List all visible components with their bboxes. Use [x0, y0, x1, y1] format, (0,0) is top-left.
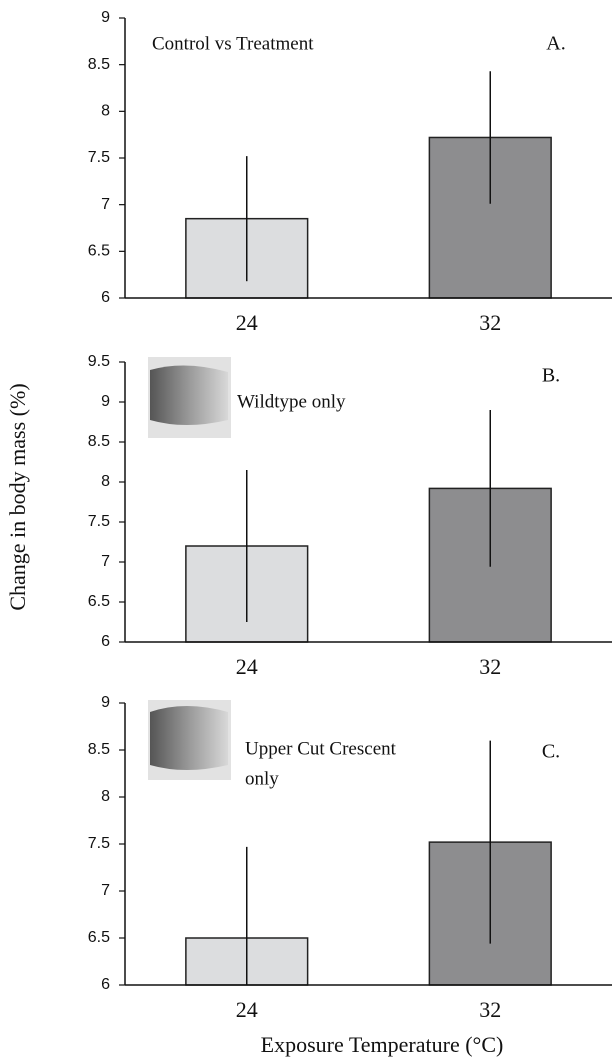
x-tick-label: 32	[479, 997, 501, 1022]
y-tick-label: 8	[101, 788, 110, 805]
figure: Change in body mass (%) Exposure Tempera…	[0, 0, 612, 1064]
x-tick-label: 32	[479, 310, 501, 335]
y-tick-label: 6	[101, 289, 110, 306]
fin-image	[148, 700, 231, 780]
y-tick-label: 7.5	[88, 149, 110, 166]
y-tick-label: 9.5	[88, 353, 110, 370]
panel-label: A.	[546, 33, 565, 55]
y-tick-label: 9	[101, 393, 110, 410]
y-tick-label: 9	[101, 9, 110, 26]
y-tick-label: 6	[101, 976, 110, 993]
y-tick-label: 8	[101, 103, 110, 120]
annotation: only	[245, 768, 279, 789]
y-tick-label: 8.5	[88, 741, 110, 758]
x-tick-label: 24	[236, 997, 258, 1022]
y-tick-label: 7	[101, 553, 110, 570]
y-tick-label: 7.5	[88, 513, 110, 530]
y-tick-label: 8.5	[88, 433, 110, 450]
y-tick-label: 7	[101, 196, 110, 213]
y-tick-label: 6.5	[88, 243, 110, 260]
panel-label: C.	[542, 741, 560, 763]
x-tick-label: 24	[236, 310, 258, 335]
x-tick-label: 24	[236, 654, 258, 679]
annotation: Upper Cut Crescent	[245, 738, 397, 759]
y-tick-label: 6.5	[88, 593, 110, 610]
y-tick-label: 7	[101, 882, 110, 899]
annotation: Control vs Treatment	[152, 33, 314, 54]
y-tick-label: 9	[101, 694, 110, 711]
x-tick-label: 32	[479, 654, 501, 679]
y-tick-label: 6	[101, 633, 110, 650]
x-axis-title: Exposure Temperature (°C)	[261, 1032, 504, 1057]
y-tick-label: 7.5	[88, 835, 110, 852]
y-tick-label: 8	[101, 473, 110, 490]
panel-label: B.	[542, 365, 560, 387]
annotation: Wildtype only	[237, 391, 346, 412]
y-tick-label: 6.5	[88, 929, 110, 946]
fin-image	[148, 357, 231, 438]
y-axis-title: Change in body mass (%)	[5, 383, 30, 610]
y-tick-label: 8.5	[88, 56, 110, 73]
